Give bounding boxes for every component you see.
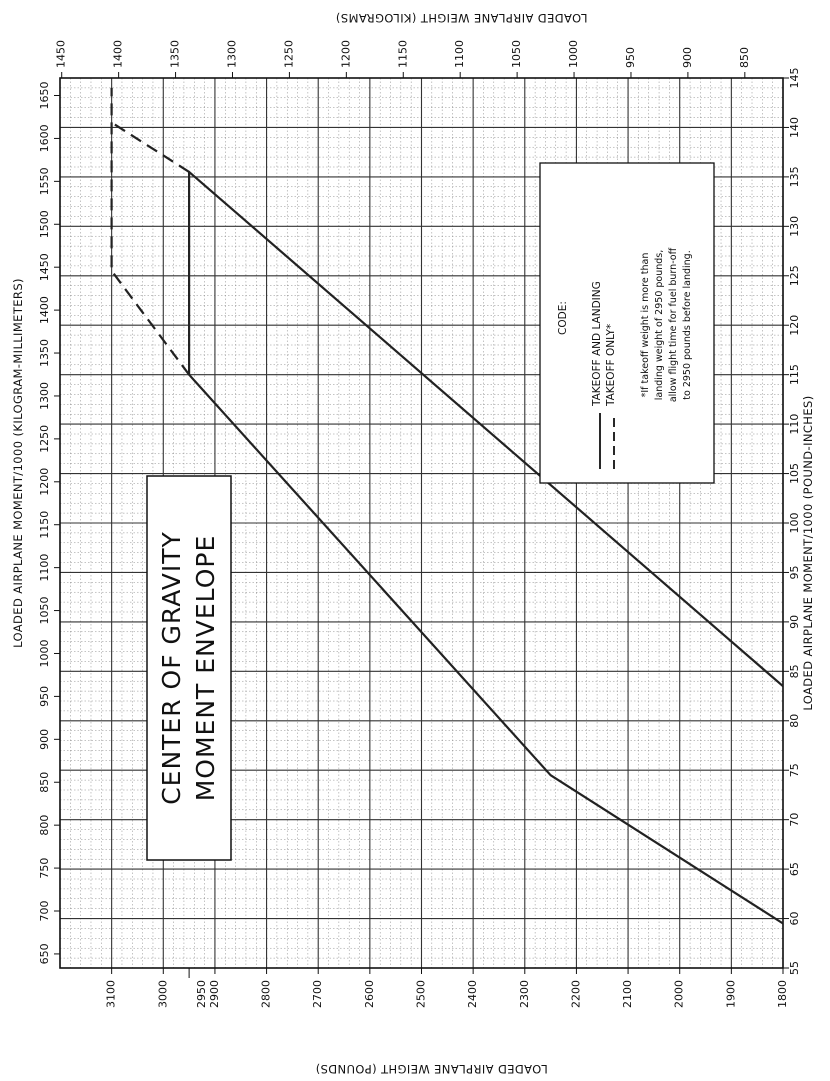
moment-tick-label: 105 xyxy=(788,463,801,484)
kg-tick-label: 1350 xyxy=(169,40,182,68)
takeoff-only-line xyxy=(111,121,190,173)
kgmm-tick-label: 700 xyxy=(38,901,51,922)
kgmm-tick-label: 900 xyxy=(38,729,51,750)
moment-tick-label: 140 xyxy=(788,117,801,138)
weight-tick-label: 2800 xyxy=(260,980,273,1008)
moment-tick-label: 115 xyxy=(788,364,801,385)
kgmm-tick-label: 650 xyxy=(38,943,51,964)
chart-title-line-1: CENTER OF GRAVITY xyxy=(157,531,186,805)
kgmm-tick-label: 950 xyxy=(38,686,51,707)
kgmm-tick-label: 1250 xyxy=(38,425,51,453)
kg-tick-label: 850 xyxy=(738,47,751,68)
weight-tick-label: 2500 xyxy=(415,980,428,1008)
kgmm-tick-label: 1500 xyxy=(38,210,51,238)
kgmm-tick-label: 1150 xyxy=(38,511,51,539)
kg-tick-label: 1400 xyxy=(112,40,125,68)
moment-tick-label: 95 xyxy=(788,565,801,579)
kg-tick-label: 1300 xyxy=(225,40,238,68)
moment-tick-label: 135 xyxy=(788,166,801,187)
kgmm-tick-label: 1200 xyxy=(38,468,51,496)
kgmm-tick-label: 1550 xyxy=(38,167,51,195)
weight-tick-label: 2700 xyxy=(311,980,324,1008)
x-axis-label: LOADED AIRPLANE MOMENT/1000 (POUND-INCHE… xyxy=(801,395,815,710)
kg-tick-label: 1100 xyxy=(453,40,466,68)
kgmm-tick-label: 1300 xyxy=(38,382,51,410)
moment-tick-label: 145 xyxy=(788,68,801,89)
legend-heading: CODE: xyxy=(557,301,569,335)
secondary-x-axis-label: LOADED AIRPLANE MOMENT/1000 (KILOGRAM-MI… xyxy=(11,278,25,648)
weight-pounds-ticks: 1800 1900 2000 2100 2200 2300 2400 2500 2600 2700… xyxy=(105,968,789,1008)
kg-tick-label: 1200 xyxy=(339,40,352,68)
kg-tick-label: 1250 xyxy=(282,40,295,68)
kg-tick-label: 1000 xyxy=(567,40,580,68)
chart-title-line-2: MOMENT ENVELOPE xyxy=(191,535,220,802)
legend-note-line-2: landing weight of 2950 pounds, xyxy=(654,250,665,401)
weight-tick-label: 2100 xyxy=(621,980,634,1008)
moment-tick-label: 90 xyxy=(788,615,801,629)
kgmm-tick-label: 1000 xyxy=(38,639,51,667)
kgmm-tick-label: 750 xyxy=(38,858,51,879)
weight-tick-label: 2300 xyxy=(518,980,531,1008)
weight-tick-label: 2200 xyxy=(569,980,582,1008)
moment-tick-label: 65 xyxy=(788,862,801,876)
kg-tick-label: 950 xyxy=(624,47,637,68)
weight-tick-label: 2900 xyxy=(208,980,221,1008)
moment-tick-label: 125 xyxy=(788,265,801,286)
legend-note-line-4: to 2950 pounds before landing. xyxy=(682,250,693,399)
weight-tick-label: 3000 xyxy=(156,980,169,1008)
weight-tick-label: 1800 xyxy=(776,980,789,1008)
moment-tick-label: 120 xyxy=(788,315,801,336)
kgmm-tick-label: 1650 xyxy=(38,82,51,110)
kg-tick-label: 1050 xyxy=(510,40,523,68)
weight-tick-label: 1900 xyxy=(724,980,737,1008)
chart-title-box: CENTER OF GRAVITY MOMENT ENVELOPE xyxy=(146,475,232,861)
kgmm-tick-label: 1450 xyxy=(38,253,51,281)
legend-note-line-3: allow flight time for fuel burn-off xyxy=(668,247,679,402)
kgmm-tick-label: 800 xyxy=(38,815,51,836)
weight-tick-label: 3100 xyxy=(105,980,118,1008)
moment-tick-label: 75 xyxy=(788,763,801,777)
title-box-frame xyxy=(146,475,232,861)
weight-kg-ticks: 850 900 950 1000 1050 1100 1150 1200 1250 1300 135… xyxy=(55,40,751,78)
envelope-lines xyxy=(110,87,784,925)
kg-tick-label: 1450 xyxy=(55,40,68,68)
moment-tick-label: 70 xyxy=(788,813,801,827)
kgmm-tick-label: 1400 xyxy=(38,296,51,324)
weight-tick-label: 2400 xyxy=(466,980,479,1008)
legend-box: CODE: TAKEOFF AND LANDING TAKEOFF ONLY* … xyxy=(539,162,715,484)
y-axis-label: LOADED AIRPLANE WEIGHT (POUNDS) xyxy=(315,1062,547,1076)
kgmm-tick-label: 1100 xyxy=(38,554,51,582)
moment-kg-mm-ticks: 650 700 750 800 850 900 950 1000 1050 1100 1150 120… xyxy=(38,82,60,964)
moment-tick-label: 55 xyxy=(788,961,801,975)
takeoff-only-line xyxy=(110,87,190,376)
kg-tick-label: 1150 xyxy=(396,40,409,68)
secondary-y-axis-label: LOADED AIRPLANE WEIGHT (KILOGRAMS) xyxy=(336,11,588,25)
kgmm-tick-label: 1600 xyxy=(38,124,51,152)
legend-item-takeoff-and-landing: TAKEOFF AND LANDING xyxy=(591,281,603,407)
legend-item-takeoff-only: TAKEOFF ONLY* xyxy=(605,324,617,407)
weight-tick-label: 2600 xyxy=(363,980,376,1008)
moment-tick-label: 85 xyxy=(788,664,801,678)
kgmm-tick-label: 850 xyxy=(38,772,51,793)
moment-tick-label: 80 xyxy=(788,714,801,728)
moment-tick-label: 60 xyxy=(788,912,801,926)
kgmm-tick-label: 1350 xyxy=(38,339,51,367)
moment-tick-label: 100 xyxy=(788,513,801,534)
weight-extra-tick-label: 2950 xyxy=(195,980,208,1008)
moment-tick-label: 130 xyxy=(788,216,801,237)
moment-tick-label: 110 xyxy=(788,414,801,435)
kg-tick-label: 900 xyxy=(681,47,694,68)
weight-tick-label: 2000 xyxy=(673,980,686,1008)
legend-frame xyxy=(539,162,715,484)
legend-note-line-1: *If takeoff weight is more than xyxy=(640,253,651,398)
moment-pound-inches-ticks: 55 60 65 70 75 80 85 90 95 100 105 110 115 120 125 130 1… xyxy=(783,68,801,975)
kgmm-tick-label: 1050 xyxy=(38,597,51,625)
